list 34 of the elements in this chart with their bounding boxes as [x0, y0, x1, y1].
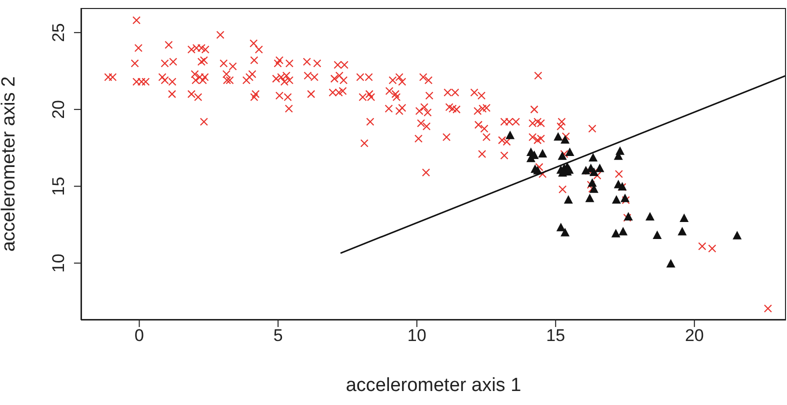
point [588, 153, 598, 162]
point [565, 147, 574, 156]
point [732, 230, 742, 240]
point [538, 149, 548, 158]
y-tick-label: 15 [49, 176, 68, 196]
point [678, 226, 687, 236]
point [554, 132, 563, 141]
point [652, 230, 662, 239]
point [585, 194, 594, 202]
point [611, 228, 620, 238]
y-tick-label: 25 [49, 23, 68, 42]
point [560, 135, 570, 144]
point [666, 259, 676, 268]
x-tick-label: 15 [546, 326, 566, 346]
x-tick-label: 10 [407, 326, 426, 346]
y-tick-label: 20 [49, 100, 68, 119]
point [612, 195, 621, 204]
point [556, 222, 566, 232]
x-tick-label: 0 [134, 326, 144, 346]
point [560, 228, 570, 236]
point [595, 164, 604, 172]
y-axis-title: accelerometer axis 2 [0, 76, 20, 252]
point [564, 195, 573, 204]
point [506, 130, 515, 140]
y-tick-label: 10 [49, 254, 68, 273]
x-tick-label: 5 [273, 326, 283, 346]
point [620, 194, 630, 202]
point [581, 166, 590, 174]
point [645, 212, 654, 221]
point [618, 226, 628, 236]
x-axis-title: accelerometer axis 1 [346, 375, 522, 396]
x-tick-label: 20 [684, 326, 704, 346]
point [680, 214, 689, 222]
point [558, 151, 567, 160]
